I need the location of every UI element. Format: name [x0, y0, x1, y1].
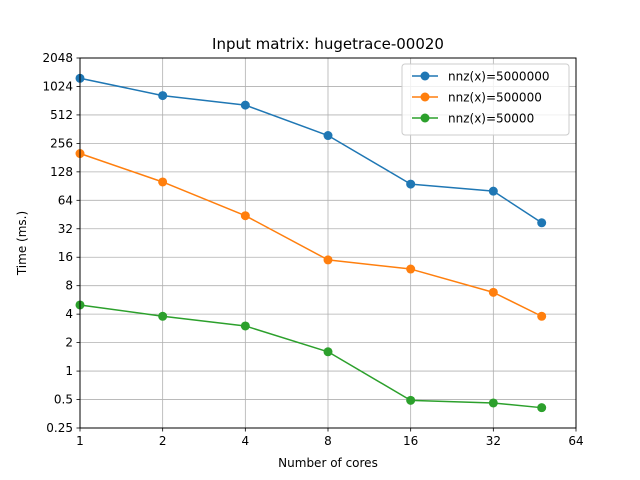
y-tick-label: 512: [50, 108, 73, 122]
data-point: [158, 91, 168, 101]
data-point: [323, 347, 333, 357]
y-tick-label: 1: [65, 364, 73, 378]
legend: nnz(x)=5000000 nnz(x)=500000 nnz(x)=50000: [401, 63, 570, 136]
x-tick-label: 32: [486, 434, 501, 448]
legend-swatch-marker: [420, 92, 430, 102]
data-point: [240, 211, 250, 221]
data-point: [537, 218, 547, 228]
data-point: [323, 131, 333, 141]
y-tick-label: 128: [50, 165, 73, 179]
data-point: [488, 186, 498, 196]
x-tick-label: 4: [242, 434, 250, 448]
data-point: [323, 255, 333, 265]
y-tick-label: 1024: [42, 79, 73, 93]
y-axis-label: Time (ms.): [15, 211, 29, 276]
legend-swatch-marker: [420, 71, 430, 81]
legend-swatch-marker: [420, 113, 430, 123]
y-tick-label: 0.25: [46, 421, 73, 435]
y-tick-label: 0.5: [54, 393, 73, 407]
data-point: [158, 177, 168, 187]
data-point: [240, 321, 250, 331]
data-point: [406, 395, 416, 405]
legend-entry-label: nnz(x)=5000000: [448, 70, 549, 84]
series-group: [75, 73, 547, 228]
x-tick-label: 16: [403, 434, 418, 448]
legend-entry-label: nnz(x)=500000: [448, 91, 542, 105]
y-tick-label: 32: [58, 222, 73, 236]
x-axis-label: Number of cores: [278, 456, 378, 470]
x-axis-ticks: 1 2 4 8 16 32 64: [76, 428, 584, 448]
legend-frame: [401, 63, 570, 136]
y-tick-label: 4: [65, 307, 73, 321]
y-tick-label: 2: [65, 336, 73, 350]
y-tick-label: 2048: [42, 51, 73, 65]
chart-title: Input matrix: hugetrace-00020: [212, 35, 444, 53]
data-point: [488, 398, 498, 408]
x-tick-label: 2: [159, 434, 167, 448]
legend-entry-label: nnz(x)=50000: [448, 112, 534, 126]
data-point: [488, 287, 498, 297]
data-point: [537, 311, 547, 321]
y-tick-label: 256: [50, 136, 73, 150]
y-tick-label: 16: [58, 250, 73, 264]
x-tick-label: 1: [76, 434, 84, 448]
series-layer: [75, 73, 547, 413]
data-point: [406, 264, 416, 274]
data-point: [406, 179, 416, 189]
series-group: [75, 300, 547, 413]
y-tick-label: 64: [58, 193, 73, 207]
x-tick-label: 8: [324, 434, 332, 448]
y-axis-ticks: 0.25 0.5 1 2 4 8 16 32 64 128 256 512 1024 2048: [42, 51, 80, 435]
data-point: [537, 403, 547, 413]
data-point: [158, 311, 168, 321]
data-point: [240, 100, 250, 110]
x-tick-label: 64: [568, 434, 583, 448]
y-tick-label: 8: [65, 279, 73, 293]
